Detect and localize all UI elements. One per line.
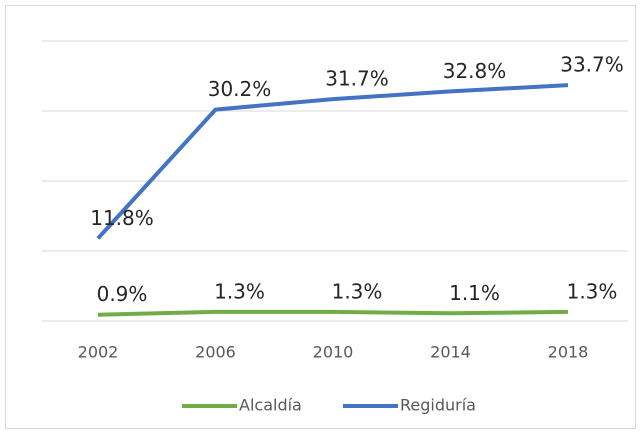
data-label: 32.8% xyxy=(443,59,507,83)
data-label: 1.1% xyxy=(449,281,500,305)
data-label: 11.8% xyxy=(90,206,154,230)
x-tick-label: 2014 xyxy=(430,343,471,362)
x-tick-label: 2010 xyxy=(313,343,354,362)
data-label: 31.7% xyxy=(325,67,389,91)
data-label: 30.2% xyxy=(208,77,272,101)
series-line xyxy=(97,309,569,317)
x-tick-label: 2018 xyxy=(548,343,589,362)
legend-label: Regiduría xyxy=(400,396,476,415)
data-label: 1.3% xyxy=(214,279,265,303)
x-tick-label: 2002 xyxy=(78,343,119,362)
data-label: 1.3% xyxy=(567,279,618,303)
data-label: 33.7% xyxy=(560,53,624,77)
data-label: 0.9% xyxy=(97,282,148,306)
series-line xyxy=(96,83,569,240)
legend-label: Alcaldía xyxy=(239,396,302,415)
data-label: 1.3% xyxy=(332,279,383,303)
x-tick-label: 2006 xyxy=(195,343,236,362)
chart-border xyxy=(5,5,636,429)
